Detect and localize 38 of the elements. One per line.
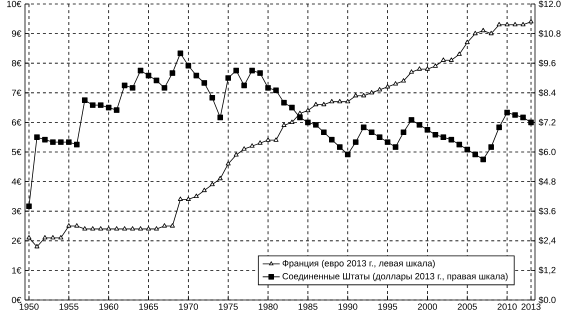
- y-tick-label: 0€: [12, 296, 22, 304]
- y-tick-label: 4€: [12, 178, 22, 185]
- legend-label: Франция (евро 2013 г., левая шкала): [282, 260, 435, 268]
- x-tick-label: 1950: [20, 304, 39, 310]
- y2-tick-label: $9.6: [538, 60, 556, 67]
- y2-tick-label: $0.0: [538, 296, 556, 304]
- x-tick-label: 2000: [418, 304, 438, 310]
- x-tick-label: 2005: [458, 304, 477, 310]
- y-tick-label: 9€: [12, 30, 22, 37]
- y-tick-label: 2€: [12, 238, 22, 244]
- x-tick-label: 1975: [218, 304, 238, 310]
- x-tick-label: 1970: [179, 304, 198, 310]
- y2-tick-label: $3.6: [538, 208, 556, 215]
- x-tick-label: 1990: [338, 304, 358, 310]
- y-tick-label: 8€: [12, 60, 22, 66]
- y2-tick-label: $4.8: [538, 178, 556, 186]
- x-tick-label: 1955: [60, 304, 78, 310]
- x-tick-label: 1995: [378, 304, 398, 310]
- y2-tick-label: $6.0: [538, 148, 556, 156]
- x-tick-label: 2010: [498, 304, 517, 310]
- y-tick-label: 3€: [12, 208, 22, 214]
- y2-tick-label: $2,4: [538, 236, 556, 245]
- y2-tick-label: $10.8: [538, 30, 561, 38]
- y-tick-label: 6€: [12, 119, 22, 126]
- y2-tick-label: $1,2: [538, 266, 556, 274]
- y-tick-label: 7€: [12, 90, 22, 96]
- legend-label: Соединенные Штаты (доллары 2013 г., правая шкала): [282, 272, 508, 282]
- y-tick-label: 10€: [7, 0, 22, 8]
- y-tick-label: 1€: [12, 267, 22, 274]
- y-tick-label: 5€: [12, 148, 22, 156]
- x-tick-label: 1980: [258, 304, 278, 310]
- y2-tick-label: $12.0: [538, 0, 561, 8]
- y2-tick-label: $7.2: [538, 118, 556, 126]
- x-tick-label: 2013: [521, 304, 541, 310]
- y2-tick-label: $8.4: [538, 89, 556, 96]
- x-tick-label: 1985: [298, 304, 318, 310]
- x-tick-label: 1960: [99, 304, 118, 310]
- x-tick-label: 1965: [139, 304, 158, 310]
